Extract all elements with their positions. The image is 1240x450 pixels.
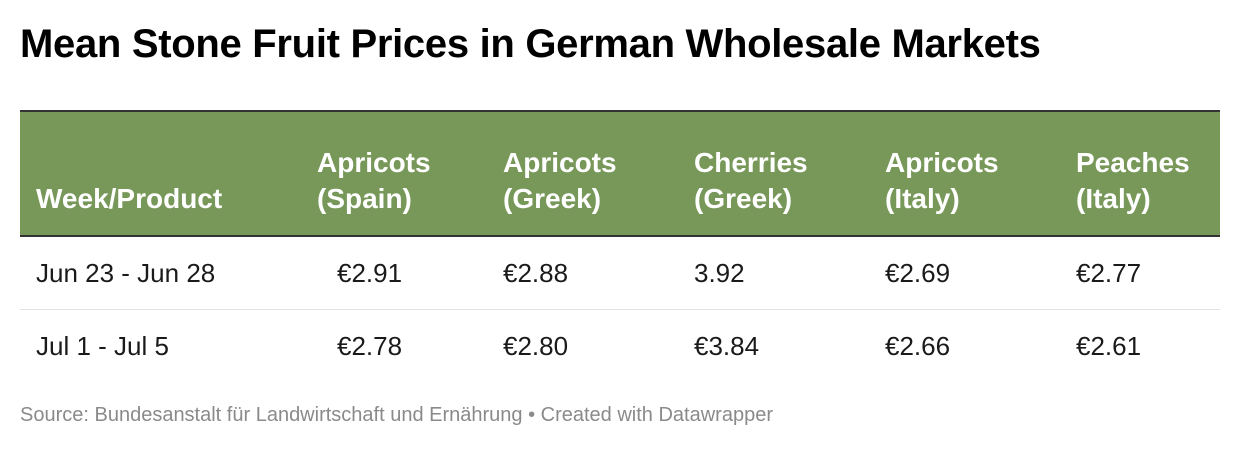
cell-week: Jun 23 - Jun 28 [20,236,317,310]
column-header-apricots-greek: Apricots (Greek) [503,110,694,237]
column-header-peaches-italy: Peaches (Italy) [1076,110,1220,237]
column-header-cherries-greek: Cherries (Greek) [694,110,885,237]
price-table: Week/Product Apricots (Spain) Apricots (… [20,110,1220,382]
table-row: Jul 1 - Jul 5 €2.78 €2.80 €3.84 €2.66 €2… [20,310,1220,383]
chart-title: Mean Stone Fruit Prices in German Wholes… [20,22,1041,66]
table-header-row: Week/Product Apricots (Spain) Apricots (… [20,110,1220,237]
cell-apricots-greek: €2.88 [503,236,694,310]
cell-peaches-italy: €2.61 [1076,330,1142,361]
cell-cherries-greek: €3.84 [694,330,760,361]
cell-week: Jul 1 - Jul 5 [36,330,169,361]
source-footer: Source: Bundesanstalt für Landwirtschaft… [20,404,773,426]
column-header-week-product: Week/Product [20,110,317,237]
column-header-apricots-spain: Apricots (Spain) [317,110,503,237]
table-row: Jun 23 - Jun 28 €2.91 €2.88 3.92 €2.69 €… [20,236,1220,310]
cell-peaches-italy: €2.77 [1076,236,1220,310]
cell-apricots-spain: €2.91 [317,236,503,310]
cell-apricots-greek: €2.80 [503,330,569,361]
cell-apricots-italy: €2.66 [885,330,951,361]
cell-cherries-greek: 3.92 [694,236,885,310]
cell-apricots-spain: €2.78 [337,330,403,361]
cell-apricots-italy: €2.69 [885,236,1076,310]
column-header-apricots-italy: Apricots (Italy) [885,110,1076,237]
